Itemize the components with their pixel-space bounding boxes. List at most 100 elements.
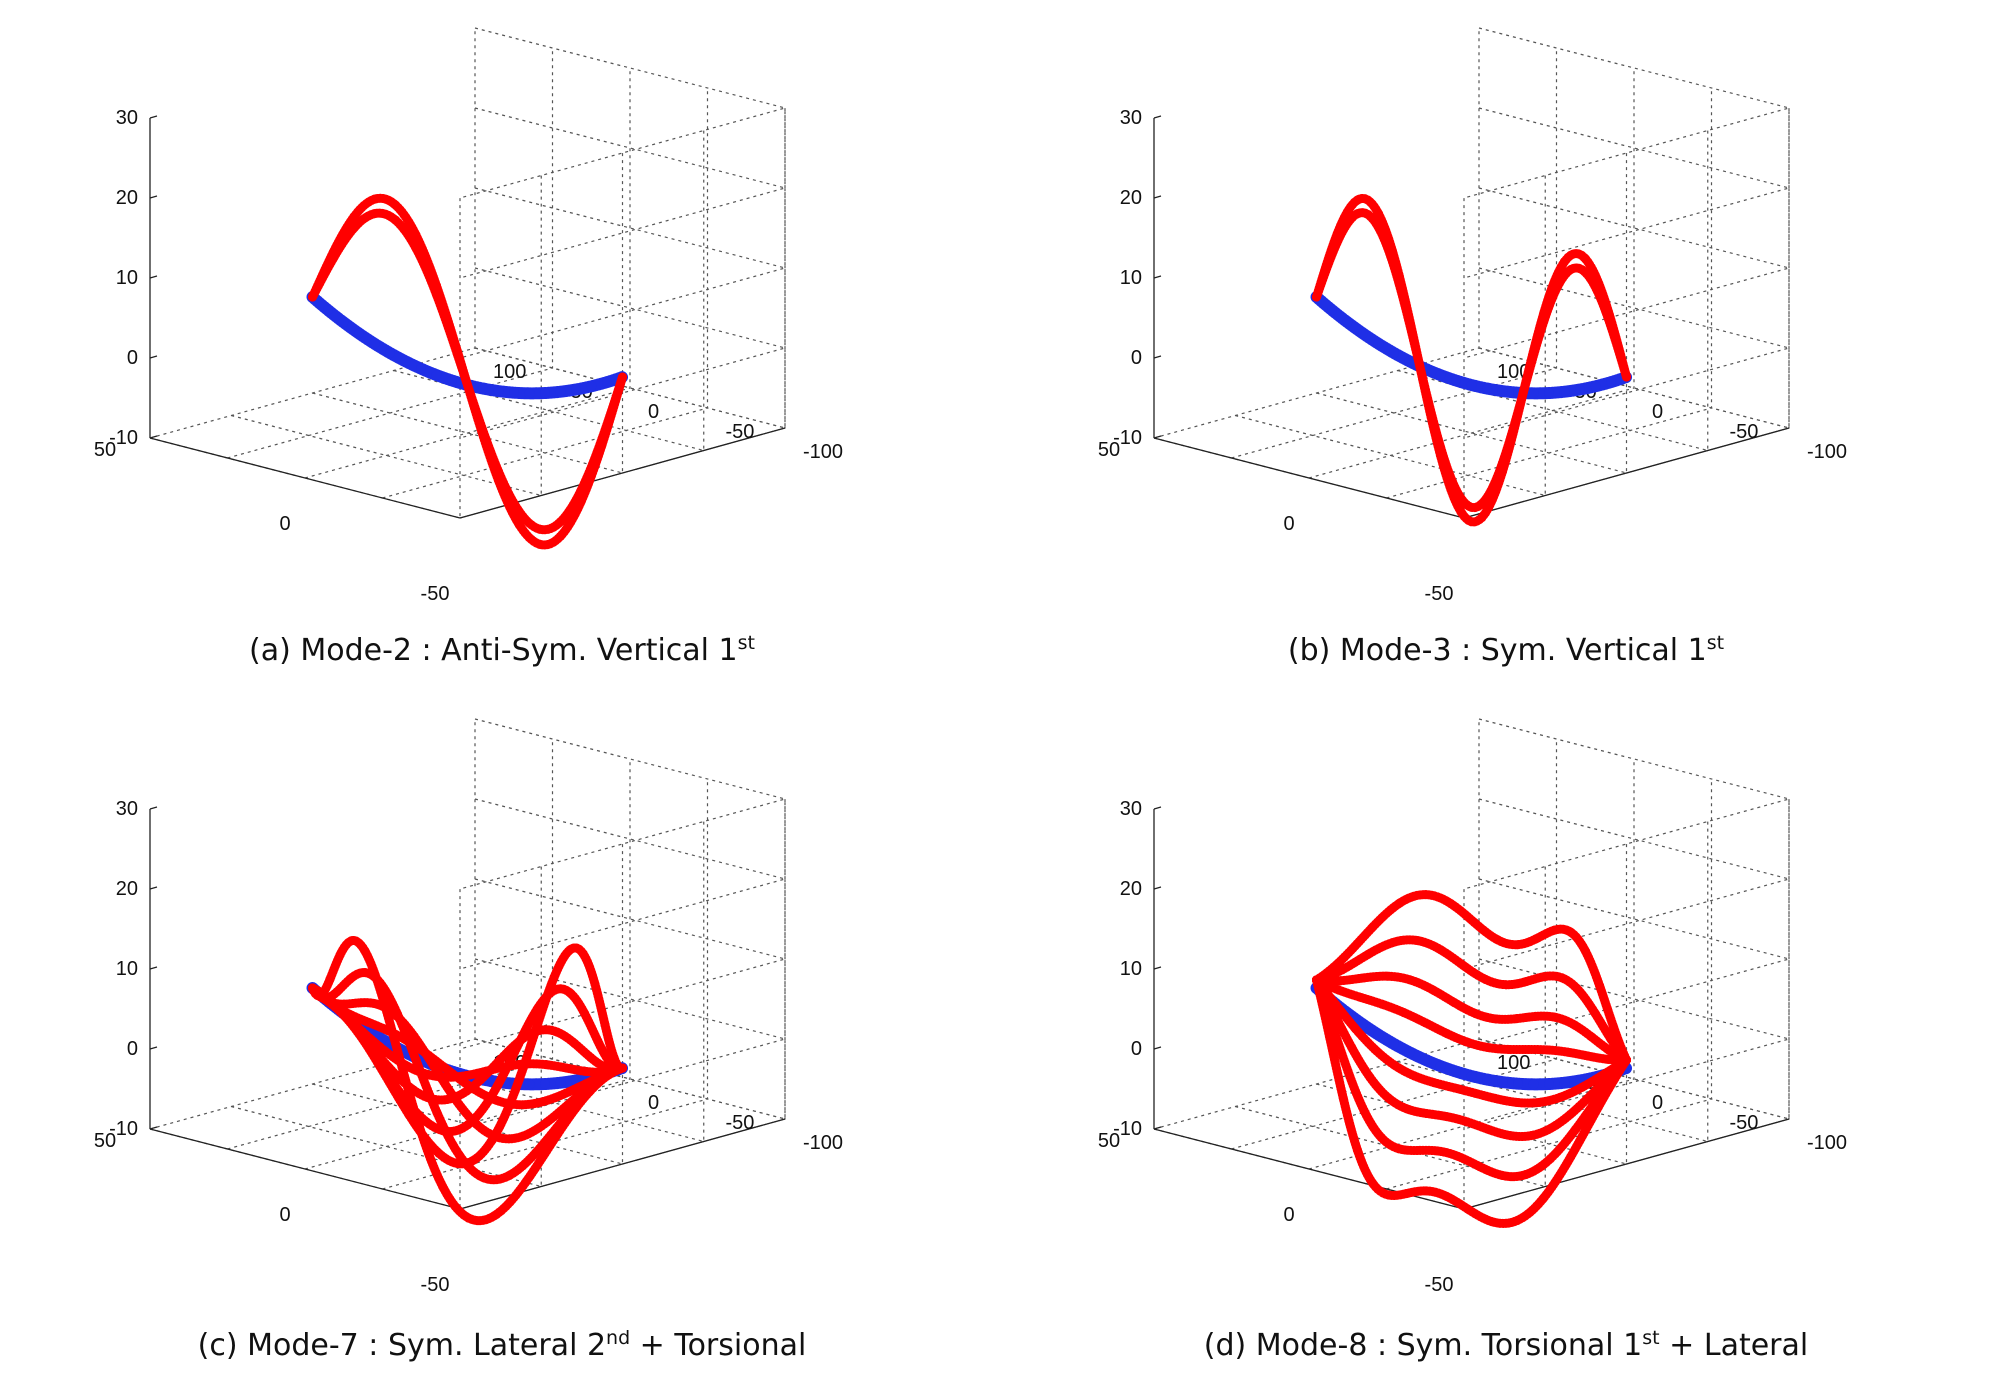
series-deformed-d	[1312, 890, 1631, 1228]
x-tick-label-b-3: -50	[1730, 421, 1759, 443]
point-deformed-b-1-72	[1560, 270, 1569, 280]
z-tick-mark-a-1	[149, 195, 158, 199]
point-deformed-b-1-18	[1374, 222, 1383, 232]
point-deformed-d-5-12	[1347, 1043, 1357, 1053]
z-tick-label-a-0: 30	[116, 107, 138, 129]
z-tick-mark-d-1	[1153, 886, 1162, 890]
axis-y-line-b	[1463, 427, 1790, 519]
z-tick-mark-a-3	[149, 355, 158, 359]
curve-deformed-a-1	[308, 208, 627, 535]
point-undeformed-b-0-54	[1451, 375, 1461, 386]
point-undeformed-d-0-60	[1466, 1071, 1477, 1081]
point-deformed-d-0-60	[1549, 925, 1559, 935]
z-tick-mark-b-1	[1153, 195, 1162, 199]
grid-x-line-d-1	[1231, 739, 1558, 1150]
axis-x-line-b	[1153, 437, 1465, 519]
x-tick-label-c-3: -50	[726, 1112, 755, 1134]
grid-x-line-b-2	[1308, 68, 1635, 479]
z-tick-label-b-0: 30	[1120, 107, 1142, 129]
point-undeformed-b-0-48	[1435, 370, 1446, 381]
z-tick-mark-b-4	[1153, 435, 1162, 439]
point-deformed-b-1-66	[1539, 316, 1549, 326]
point-undeformed-d-0-36	[1404, 1047, 1415, 1058]
point-undeformed-a-0-12	[338, 317, 349, 328]
point-deformed-c-1-66	[504, 1170, 514, 1180]
point-deformed-c-6-42	[493, 1080, 503, 1090]
grid-z-line-d-4	[1463, 718, 1792, 890]
point-deformed-b-0-42	[1456, 507, 1466, 517]
point-deformed-d-0-72	[1581, 946, 1591, 956]
point-deformed-d-3-54	[1504, 1044, 1514, 1054]
point-deformed-d-1-48	[1501, 980, 1511, 990]
y-tick-label-b-1: 0	[1283, 513, 1294, 535]
point-deformed-a-1-60	[514, 506, 524, 516]
caption-a-sup: st	[737, 632, 755, 654]
point-deformed-a-1-90	[618, 372, 627, 382]
x-tick-label-d-3: -50	[1730, 1112, 1759, 1134]
point-deformed-a-1-12	[349, 223, 359, 233]
point-undeformed-a-0-66	[478, 383, 488, 394]
point-deformed-d-2-36	[1449, 998, 1459, 1008]
point-undeformed-d-0-78	[1513, 1078, 1523, 1089]
point-deformed-c-7-42	[510, 1085, 520, 1095]
point-deformed-d-2-12	[1359, 973, 1369, 983]
point-deformed-d-3-12	[1355, 992, 1365, 1002]
point-deformed-d-7-24	[1368, 1178, 1378, 1188]
subplot-d: 30 20 10 0 -10 50 0 -50 100 50 0 -50 -100 (d) Mode-8…	[1004, 691, 2008, 1382]
point-deformed-d-6-78	[1570, 1125, 1580, 1135]
point-undeformed-b-0-60	[1466, 380, 1477, 390]
z-tick-label-d-3: 0	[1131, 1038, 1142, 1060]
z-tick-mark-d-3	[1153, 1046, 1162, 1050]
point-undeformed-a-0-42	[416, 363, 426, 374]
grid-y-line-a-3	[393, 130, 705, 452]
point-undeformed-a-0-78	[509, 387, 519, 398]
point-deformed-d-0-18	[1395, 898, 1405, 908]
point-undeformed-a-0-84	[524, 388, 535, 399]
grid-z-line-c-4	[459, 718, 788, 890]
caption-b-text: (b) Mode-3 : Sym. Vertical 1	[1287, 633, 1707, 668]
z-tick-mark-b-2	[1153, 275, 1162, 279]
x-tick-label-b-2: 0	[1652, 401, 1663, 423]
point-undeformed-d-0-30	[1389, 1039, 1399, 1049]
z-tick-label-c-0: 30	[116, 798, 138, 820]
grid-x-line-a-1	[227, 48, 554, 459]
point-deformed-c-5-30	[431, 1095, 441, 1105]
point-deformed-d-0-36	[1470, 918, 1480, 928]
point-deformed-d-5-42	[1442, 1112, 1452, 1122]
point-deformed-d-1-18	[1388, 938, 1398, 948]
point-undeformed-a-0-48	[431, 370, 442, 381]
curve-deformed-d-6	[1312, 975, 1631, 1182]
point-deformed-d-6-36	[1412, 1145, 1422, 1155]
z-tick-label-a-3: 0	[127, 347, 138, 369]
point-deformed-d-3-48	[1483, 1043, 1493, 1053]
point-deformed-d-4-48	[1470, 1088, 1480, 1098]
caption-c-text: (c) Mode-7 : Sym. Lateral 2	[197, 1328, 607, 1363]
point-deformed-d-7-30	[1384, 1190, 1394, 1200]
point-deformed-d-6-42	[1432, 1146, 1442, 1156]
point-deformed-c-6-24	[421, 1116, 431, 1126]
point-deformed-a-1-0	[308, 292, 317, 302]
point-deformed-a-1-66	[535, 524, 545, 534]
caption-c-mid: + Torsional	[630, 1328, 807, 1363]
point-deformed-c-5-24	[408, 1084, 418, 1094]
z-tick-label-c-2: 10	[116, 958, 138, 980]
grid-y-line-c-4	[474, 799, 786, 1120]
point-deformed-c-1-42	[411, 1056, 421, 1066]
z-tick-label-a-2: 10	[116, 267, 138, 289]
y-tick-label-b-0: 50	[1098, 439, 1120, 461]
curve-deformed-d-4	[1312, 975, 1631, 1108]
point-deformed-d-7-6	[1325, 1033, 1335, 1043]
point-deformed-a-0-72	[556, 531, 565, 541]
point-undeformed-b-0-30	[1389, 348, 1399, 358]
grid-z-line-b-4	[1463, 27, 1792, 199]
grid-x-line-d-2	[1308, 759, 1635, 1170]
z-tick-label-c-4: -10	[109, 1118, 138, 1140]
z-tick-label-a-1: 20	[116, 187, 138, 209]
point-deformed-b-1-84	[1601, 307, 1611, 317]
point-deformed-d-2-54	[1511, 1014, 1521, 1024]
point-undeformed-a-0-30	[385, 348, 395, 358]
point-deformed-a-1-78	[576, 485, 586, 495]
